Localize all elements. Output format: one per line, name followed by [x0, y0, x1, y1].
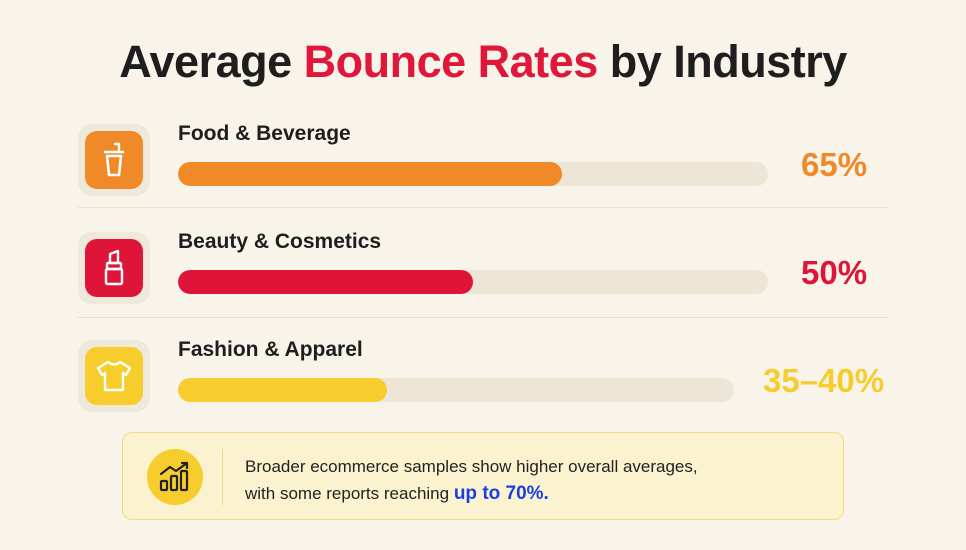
growth-chart-icon — [147, 449, 203, 505]
bar-value-label: 65% — [801, 146, 868, 183]
bar-fill — [178, 162, 562, 186]
tshirt-icon — [85, 347, 143, 405]
chart-title: Average Bounce Rates by Industry — [0, 36, 966, 88]
bar-fill — [178, 378, 387, 402]
drink-cup-icon — [85, 131, 143, 189]
icon-tile — [78, 340, 150, 412]
bar-value-label: 50% — [801, 254, 868, 291]
callout-divider — [222, 449, 223, 505]
title-suffix: by Industry — [609, 36, 848, 87]
callout-highlight: up to 70%. — [453, 483, 549, 504]
drink-cup-icon-glyph — [103, 142, 125, 177]
growth-chart-icon-glyph — [159, 461, 189, 492]
title-prefix: Average — [119, 36, 292, 87]
callout-text: Broader ecommerce samples show higher ov… — [245, 453, 835, 507]
bar-label: Food & Beverage — [178, 122, 351, 145]
bar-fill — [178, 270, 473, 294]
lipstick-icon — [85, 239, 143, 297]
row-divider — [78, 207, 888, 208]
icon-tile — [78, 124, 150, 196]
row-divider — [78, 317, 888, 318]
tshirt-icon-glyph — [96, 360, 132, 392]
bar-track — [178, 378, 734, 402]
bar-value-label: 35–40% — [763, 362, 885, 399]
info-callout: Broader ecommerce samples show higher ov… — [122, 432, 844, 520]
title-highlight: Bounce Rates — [303, 36, 599, 87]
callout-line-1: Broader ecommerce samples show higher ov… — [245, 457, 698, 476]
bar-label: Fashion & Apparel — [178, 338, 363, 361]
bar-track — [178, 270, 768, 294]
icon-tile — [78, 232, 150, 304]
bar-track — [178, 162, 768, 186]
lipstick-icon-glyph — [104, 249, 124, 286]
callout-line-2: with some reports reaching — [245, 484, 450, 503]
bar-label: Beauty & Cosmetics — [178, 230, 382, 253]
